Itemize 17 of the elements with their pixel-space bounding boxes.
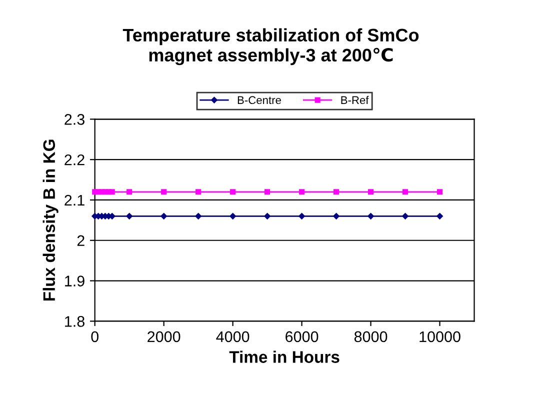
x-tick-label: 6000 bbox=[286, 331, 318, 342]
y-tick-label: 1.8 bbox=[65, 316, 84, 327]
y-tick-label: 2 bbox=[77, 235, 84, 246]
y-tick-label: 2.3 bbox=[64, 114, 84, 125]
legend-label: B-Centre bbox=[238, 96, 281, 104]
legend-label: B-Ref bbox=[341, 96, 369, 104]
x-axis-title: Time in Hours bbox=[229, 350, 340, 363]
x-tick-label: 2000 bbox=[148, 331, 180, 342]
chart-title: Temperature stabilization of SmCo magnet assembly-3 at 200℃ bbox=[122, 28, 419, 66]
y-tick-label: 2.2 bbox=[64, 154, 84, 166]
x-tick-label: 10000 bbox=[420, 331, 460, 342]
y-axis-title: Flux density B in KG bbox=[42, 140, 58, 301]
x-tick-label: 8000 bbox=[354, 331, 388, 342]
y-tick-label: 2.1 bbox=[64, 194, 84, 206]
x-tick-label: 0 bbox=[91, 331, 98, 342]
y-tick-label: 1.9 bbox=[65, 276, 84, 286]
x-tick-label: 4000 bbox=[216, 331, 250, 342]
